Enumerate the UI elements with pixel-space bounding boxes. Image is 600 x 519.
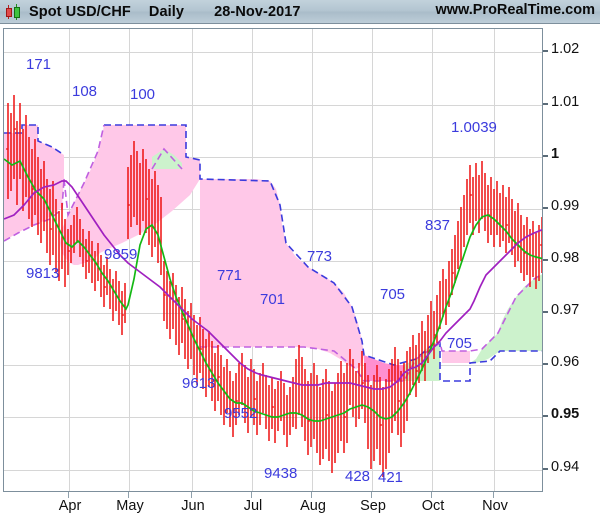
price-annotation: 9438 [264, 465, 298, 482]
price-annotation: 171 [26, 56, 52, 73]
tick-mark [543, 50, 548, 53]
tick-mark [543, 415, 548, 418]
price-axis-tick: 0.97 [543, 302, 600, 318]
tick-mark [543, 206, 548, 209]
price-axis-tick: 0.99 [543, 198, 600, 214]
date-label: 28-Nov-2017 [214, 3, 301, 20]
price-annotation: 9859 [104, 246, 138, 263]
cloud-bearish-1 [4, 125, 64, 241]
price-axis-label: 0.95 [551, 406, 580, 423]
slow-moving-average [4, 180, 542, 390]
price-axis-label: 0.97 [551, 302, 580, 319]
price-axis-tick: 0.95 [543, 406, 600, 422]
price-axis-label: 0.96 [551, 354, 580, 371]
gridline-vertical [372, 29, 373, 491]
date-axis-tick [128, 492, 129, 498]
date-axis-label: Nov [482, 498, 508, 514]
gridline-horizontal [4, 52, 542, 54]
date-axis-label: Apr [58, 498, 82, 514]
price-annotation: 108 [72, 83, 98, 100]
gridline-horizontal [4, 156, 542, 158]
cloud-bearish-5 [442, 351, 470, 363]
date-axis-tick [431, 492, 432, 498]
gridline-horizontal [4, 417, 542, 419]
gridline-horizontal [4, 104, 542, 106]
date-axis-tick [191, 492, 192, 498]
date-axis-label: Sep [360, 498, 386, 514]
fast-moving-average [4, 158, 542, 422]
price-axis-tick: 1.02 [543, 41, 600, 57]
gridline-vertical [432, 29, 433, 491]
date-axis-tick [68, 492, 69, 498]
price-annotation: 9613 [182, 375, 216, 392]
price-axis-tick: 0.98 [543, 250, 600, 266]
price-annotation: 421 [378, 469, 404, 486]
tick-mark [543, 311, 548, 314]
price-axis-label: 1.01 [551, 93, 580, 110]
date-axis-tick [371, 492, 372, 498]
gridline-vertical [494, 29, 495, 491]
price-axis-tick: 1 [543, 146, 600, 162]
instrument-name: Spot USD/CHF [29, 3, 131, 20]
price-axis-tick: 0.94 [543, 459, 600, 475]
price-axis-label: 1 [551, 145, 560, 162]
price-annotation: 705 [447, 335, 473, 352]
span-b-line [4, 124, 542, 382]
price-axis-label: 0.98 [551, 250, 580, 266]
ichimoku-cloud-layer [4, 124, 542, 382]
price-annotation: 705 [380, 286, 406, 303]
gridline-vertical [192, 29, 193, 491]
span-a-line [4, 124, 542, 382]
price-annotation: 837 [425, 217, 451, 234]
price-axis-label: 1.02 [551, 41, 580, 58]
gridline-horizontal [4, 469, 542, 471]
price-annotation: 771 [217, 267, 243, 284]
title-bar: Spot USD/CHF Daily 28-Nov-2017 www.ProRe… [0, 0, 600, 24]
date-axis-label: Oct [421, 498, 445, 514]
brand-url: www.ProRealTime.com [435, 2, 595, 18]
price-annotation: 428 [345, 468, 371, 485]
date-axis-label: Jul [243, 498, 263, 514]
date-axis-label: Aug [300, 498, 326, 514]
date-axis-label: May [116, 498, 144, 514]
cloud-bearish-3 [200, 179, 364, 369]
price-chart-plot: 171 108 100 9813 9859 771 701 773 9613 9552 9438 42… [3, 28, 543, 492]
price-annotation: 773 [307, 248, 333, 265]
price-axis-tick: 0.96 [543, 354, 600, 370]
price-series-layer [4, 95, 542, 477]
cloud-bullish-1 [152, 149, 182, 169]
date-axis-tick [251, 492, 252, 498]
price-annotation: 9813 [26, 265, 60, 282]
price-annotation: 701 [260, 291, 286, 308]
tick-mark [543, 363, 548, 366]
timeframe-label: Daily [148, 3, 185, 20]
price-annotation: 1.0039 [451, 119, 497, 136]
gridline-vertical [129, 29, 130, 491]
date-axis-label: Jun [181, 498, 205, 514]
tick-mark [543, 102, 548, 105]
tick-mark [543, 154, 548, 157]
gridline-vertical [312, 29, 313, 491]
price-axis[interactable]: 1.02 1.01 1 0.99 0.98 0.97 0.96 0.95 0.94 [543, 28, 600, 492]
tick-mark [543, 259, 548, 261]
price-axis-label: 0.99 [551, 197, 580, 214]
tick-mark [543, 467, 548, 470]
price-axis-tick: 1.01 [543, 94, 600, 110]
date-axis-tick [311, 492, 312, 498]
price-annotation: 100 [130, 86, 156, 103]
candlestick-icon [5, 3, 22, 20]
date-axis-tick [493, 492, 494, 498]
date-axis[interactable]: Apr May Jun Jul Aug Sep Oct Nov [3, 492, 543, 519]
price-bars [6, 95, 542, 477]
price-axis-label: 0.94 [551, 458, 580, 475]
cloud-bearish-4 [364, 355, 404, 381]
gridline-horizontal [4, 365, 542, 367]
price-annotation: 9552 [224, 405, 258, 422]
